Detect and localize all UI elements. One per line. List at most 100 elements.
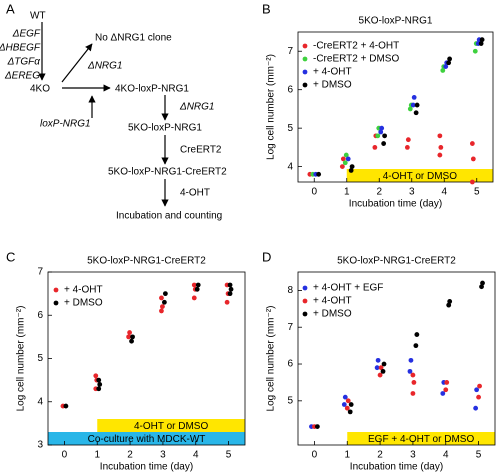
y-tick-label: 6 — [37, 310, 43, 321]
data-point — [414, 102, 420, 108]
legend-marker — [302, 43, 308, 49]
data-point — [228, 286, 234, 292]
legend-label: + DMSO — [313, 80, 352, 91]
data-point — [348, 168, 354, 173]
diagram-node: No ΔNRG1 clone — [95, 33, 172, 44]
data-point — [127, 330, 132, 335]
arrows — [38, 22, 169, 207]
treatment-label: Co-culture with MDCK-WT — [88, 434, 206, 445]
data-point — [414, 332, 420, 337]
x-tick-label: 2 — [127, 450, 133, 461]
x-tick-label: 3 — [160, 450, 166, 461]
panel-label: A — [6, 1, 15, 16]
x-tick-label: 4 — [193, 450, 199, 461]
data-point — [381, 361, 387, 367]
data-point — [470, 156, 476, 162]
x-tick-label: 2 — [377, 450, 383, 461]
data-point — [479, 284, 484, 290]
data-point — [474, 387, 480, 393]
legend-marker — [302, 298, 308, 304]
data-point — [437, 152, 443, 158]
treatment-bar — [347, 432, 495, 445]
diagram: A WT ΔEGF ΔHBEGF ΔTGFα ΔEREG 4KO No ΔNRG1 clon… — [0, 1, 227, 221]
treatment-bar — [97, 419, 245, 432]
legend-marker — [53, 287, 59, 293]
data-point — [476, 394, 481, 400]
data-point — [194, 286, 200, 292]
data-point — [63, 403, 69, 409]
diagram-node: loxP-NRG1 — [40, 119, 91, 130]
data-point — [410, 372, 416, 378]
data-point — [443, 64, 449, 70]
data-point — [469, 179, 475, 185]
data-point — [93, 373, 99, 379]
data-point — [378, 129, 384, 135]
x-tick-label: 5 — [474, 187, 480, 198]
diagram-node: ΔEREG — [4, 71, 40, 82]
data-point — [438, 144, 444, 150]
y-axis-label: Log cell number (mm⁻²) — [266, 306, 277, 412]
x-tick-label: 0 — [311, 187, 317, 198]
x-tick-label: 3 — [410, 450, 416, 461]
panel-label: B — [262, 1, 271, 16]
data-point — [440, 391, 446, 396]
data-point — [195, 282, 201, 288]
x-tick-label: 0 — [312, 450, 318, 461]
legend-label: + 4-OHT — [64, 285, 103, 296]
y-tick-label: 8 — [287, 285, 293, 296]
data-point — [447, 299, 453, 304]
diagram-node: 4KO-loxP-NRG1 — [115, 84, 189, 95]
y-tick-label: 6 — [287, 84, 293, 95]
data-point — [339, 164, 345, 170]
data-point — [446, 60, 452, 66]
data-point — [440, 68, 446, 73]
legend-label: + 4-OHT — [313, 296, 352, 307]
chart: B 5KO-loxP-NRG1 4-OHT or DMSO 4 5 6 7 0 1 2 3 4 5 Inc… — [262, 1, 494, 210]
treatment-label: 4-OHT or DMSO — [383, 171, 457, 182]
legend-label: + DMSO — [313, 309, 352, 320]
data-point — [130, 334, 135, 340]
data-point — [469, 141, 475, 146]
data-point — [347, 409, 353, 415]
diagram-node: 4KO — [30, 84, 50, 95]
y-tick-label: 4 — [287, 161, 293, 172]
data-point — [411, 94, 417, 100]
data-point — [413, 110, 419, 116]
data-point — [443, 387, 449, 393]
data-point — [126, 334, 132, 340]
x-tick-label: 3 — [409, 187, 415, 198]
panel-label: D — [262, 249, 271, 264]
data-point — [314, 424, 320, 429]
data-point — [375, 357, 381, 363]
data-point — [447, 56, 453, 62]
diagram-node: Incubation and counting — [116, 211, 222, 222]
y-tick-label: 7 — [287, 46, 293, 57]
legend-label: -CreERT2 + 4-OHT — [313, 41, 399, 52]
diagram-node: 5KO-loxP-NRG1-CreERT2 — [108, 167, 227, 178]
x-axis-label: Incubation time (day) — [100, 462, 193, 473]
data-point — [97, 382, 103, 387]
diagram-node: ΔTGFα — [7, 57, 41, 68]
diagram-node: 4-OHT — [180, 188, 210, 199]
y-tick-label: 5 — [287, 123, 293, 134]
data-point — [349, 164, 355, 170]
data-point — [344, 405, 350, 411]
panel-label: C — [6, 249, 15, 264]
data-point — [473, 405, 479, 411]
data-point — [374, 365, 380, 371]
y-tick-label: 3 — [37, 440, 43, 451]
legend-marker — [302, 69, 308, 75]
data-point — [160, 304, 165, 309]
x-axis-label: Incubation time (day) — [349, 199, 442, 210]
data-point — [410, 391, 416, 396]
x-tick-label: 2 — [376, 187, 382, 198]
x-tick-label: 1 — [344, 450, 350, 461]
x-axis-label: Incubation time (day) — [350, 462, 443, 473]
legend-marker — [302, 311, 308, 317]
plot-frame — [297, 271, 496, 446]
x-tick-label: 1 — [344, 187, 350, 198]
data-point — [479, 37, 485, 43]
data-point — [343, 152, 349, 158]
data-point — [478, 41, 484, 46]
data-point — [382, 133, 388, 139]
